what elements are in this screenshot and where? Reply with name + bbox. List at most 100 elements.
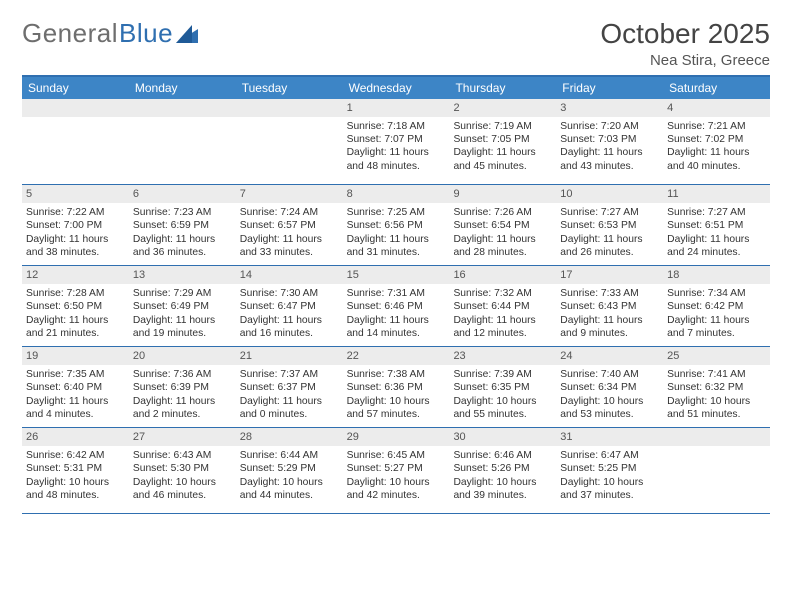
day-cell: 3Sunrise: 7:20 AMSunset: 7:03 PMDaylight… — [556, 99, 663, 184]
sunrise-text: Sunrise: 7:29 AM — [133, 287, 232, 300]
date-number: 13 — [129, 266, 236, 284]
weekday-header: Wednesday — [343, 77, 450, 99]
sunset-text: Sunset: 6:49 PM — [133, 300, 232, 313]
sunrise-text: Sunrise: 6:45 AM — [347, 449, 446, 462]
calendar: SundayMondayTuesdayWednesdayThursdayFrid… — [22, 75, 770, 514]
date-number: 27 — [129, 428, 236, 446]
day-cell — [663, 428, 770, 513]
sunset-text: Sunset: 6:39 PM — [133, 381, 232, 394]
sunset-text: Sunset: 6:42 PM — [667, 300, 766, 313]
sunrise-text: Sunrise: 7:28 AM — [26, 287, 125, 300]
sunrise-text: Sunrise: 7:40 AM — [560, 368, 659, 381]
date-number: 20 — [129, 347, 236, 365]
date-number: 5 — [22, 185, 129, 203]
day-cell — [129, 99, 236, 184]
daylight-text: Daylight: 11 hours and 19 minutes. — [133, 314, 232, 340]
daylight-text: Daylight: 11 hours and 14 minutes. — [347, 314, 446, 340]
sunset-text: Sunset: 6:59 PM — [133, 219, 232, 232]
day-cell: 2Sunrise: 7:19 AMSunset: 7:05 PMDaylight… — [449, 99, 556, 184]
day-cell: 17Sunrise: 7:33 AMSunset: 6:43 PMDayligh… — [556, 266, 663, 346]
sunset-text: Sunset: 6:44 PM — [453, 300, 552, 313]
sunset-text: Sunset: 7:05 PM — [453, 133, 552, 146]
date-number: 24 — [556, 347, 663, 365]
daylight-text: Daylight: 11 hours and 36 minutes. — [133, 233, 232, 259]
day-cell: 18Sunrise: 7:34 AMSunset: 6:42 PMDayligh… — [663, 266, 770, 346]
empty-day — [26, 120, 125, 180]
sunrise-text: Sunrise: 7:27 AM — [560, 206, 659, 219]
sunrise-text: Sunrise: 7:20 AM — [560, 120, 659, 133]
sunrise-text: Sunrise: 6:46 AM — [453, 449, 552, 462]
sunset-text: Sunset: 6:51 PM — [667, 219, 766, 232]
sunset-text: Sunset: 6:46 PM — [347, 300, 446, 313]
weekday-header-row: SundayMondayTuesdayWednesdayThursdayFrid… — [22, 77, 770, 99]
day-cell: 4Sunrise: 7:21 AMSunset: 7:02 PMDaylight… — [663, 99, 770, 184]
title-block: October 2025 Nea Stira, Greece — [600, 18, 770, 69]
sunrise-text: Sunrise: 7:30 AM — [240, 287, 339, 300]
header-row: General Blue October 2025 Nea Stira, Gre… — [22, 18, 770, 69]
daylight-text: Daylight: 11 hours and 12 minutes. — [453, 314, 552, 340]
day-cell: 11Sunrise: 7:27 AMSunset: 6:51 PMDayligh… — [663, 185, 770, 265]
daylight-text: Daylight: 11 hours and 26 minutes. — [560, 233, 659, 259]
day-cell: 31Sunrise: 6:47 AMSunset: 5:25 PMDayligh… — [556, 428, 663, 513]
daylight-text: Daylight: 11 hours and 9 minutes. — [560, 314, 659, 340]
weekday-header: Thursday — [449, 77, 556, 99]
day-cell: 28Sunrise: 6:44 AMSunset: 5:29 PMDayligh… — [236, 428, 343, 513]
sunset-text: Sunset: 6:36 PM — [347, 381, 446, 394]
date-number: 6 — [129, 185, 236, 203]
daylight-text: Daylight: 11 hours and 21 minutes. — [26, 314, 125, 340]
sunset-text: Sunset: 5:26 PM — [453, 462, 552, 475]
day-cell: 14Sunrise: 7:30 AMSunset: 6:47 PMDayligh… — [236, 266, 343, 346]
daylight-text: Daylight: 11 hours and 28 minutes. — [453, 233, 552, 259]
sunrise-text: Sunrise: 7:24 AM — [240, 206, 339, 219]
daylight-text: Daylight: 10 hours and 51 minutes. — [667, 395, 766, 421]
date-number: 30 — [449, 428, 556, 446]
daylight-text: Daylight: 11 hours and 38 minutes. — [26, 233, 125, 259]
day-cell — [22, 99, 129, 184]
location-label: Nea Stira, Greece — [600, 52, 770, 69]
logo-text-1: General — [22, 18, 118, 49]
date-number: 17 — [556, 266, 663, 284]
daylight-text: Daylight: 11 hours and 43 minutes. — [560, 146, 659, 172]
sunset-text: Sunset: 5:29 PM — [240, 462, 339, 475]
day-cell: 25Sunrise: 7:41 AMSunset: 6:32 PMDayligh… — [663, 347, 770, 427]
date-number: 14 — [236, 266, 343, 284]
date-number: 8 — [343, 185, 450, 203]
sunset-text: Sunset: 7:00 PM — [26, 219, 125, 232]
weekday-header: Monday — [129, 77, 236, 99]
sunset-text: Sunset: 7:02 PM — [667, 133, 766, 146]
sunrise-text: Sunrise: 7:27 AM — [667, 206, 766, 219]
daylight-text: Daylight: 11 hours and 45 minutes. — [453, 146, 552, 172]
calendar-page: General Blue October 2025 Nea Stira, Gre… — [0, 0, 792, 524]
week-row: 19Sunrise: 7:35 AMSunset: 6:40 PMDayligh… — [22, 347, 770, 428]
date-number: 2 — [449, 99, 556, 117]
daylight-text: Daylight: 10 hours and 55 minutes. — [453, 395, 552, 421]
daylight-text: Daylight: 11 hours and 2 minutes. — [133, 395, 232, 421]
logo: General Blue — [22, 18, 198, 49]
date-number: 29 — [343, 428, 450, 446]
empty-day — [240, 120, 339, 180]
sunset-text: Sunset: 6:35 PM — [453, 381, 552, 394]
sunset-text: Sunset: 6:57 PM — [240, 219, 339, 232]
sunrise-text: Sunrise: 7:32 AM — [453, 287, 552, 300]
daylight-text: Daylight: 10 hours and 39 minutes. — [453, 476, 552, 502]
sunset-text: Sunset: 6:54 PM — [453, 219, 552, 232]
weekday-header: Friday — [556, 77, 663, 99]
daylight-text: Daylight: 10 hours and 53 minutes. — [560, 395, 659, 421]
sunrise-text: Sunrise: 7:26 AM — [453, 206, 552, 219]
sunset-text: Sunset: 6:50 PM — [26, 300, 125, 313]
date-number: 1 — [343, 99, 450, 117]
daylight-text: Daylight: 11 hours and 4 minutes. — [26, 395, 125, 421]
sunrise-text: Sunrise: 7:38 AM — [347, 368, 446, 381]
sunset-text: Sunset: 6:43 PM — [560, 300, 659, 313]
day-cell: 30 Sunrise: 6:46 AMSunset: 5:26 PMDayligh… — [449, 428, 556, 513]
sunrise-text: Sunrise: 7:22 AM — [26, 206, 125, 219]
date-number: 22 — [343, 347, 450, 365]
day-cell: 20Sunrise: 7:36 AMSunset: 6:39 PMDayligh… — [129, 347, 236, 427]
day-cell: 21Sunrise: 7:37 AMSunset: 6:37 PMDayligh… — [236, 347, 343, 427]
daylight-text: Daylight: 11 hours and 40 minutes. — [667, 146, 766, 172]
date-number — [236, 99, 343, 117]
sunrise-text: Sunrise: 7:31 AM — [347, 287, 446, 300]
date-number: 15 — [343, 266, 450, 284]
date-number: 3 — [556, 99, 663, 117]
date-number: 31 — [556, 428, 663, 446]
